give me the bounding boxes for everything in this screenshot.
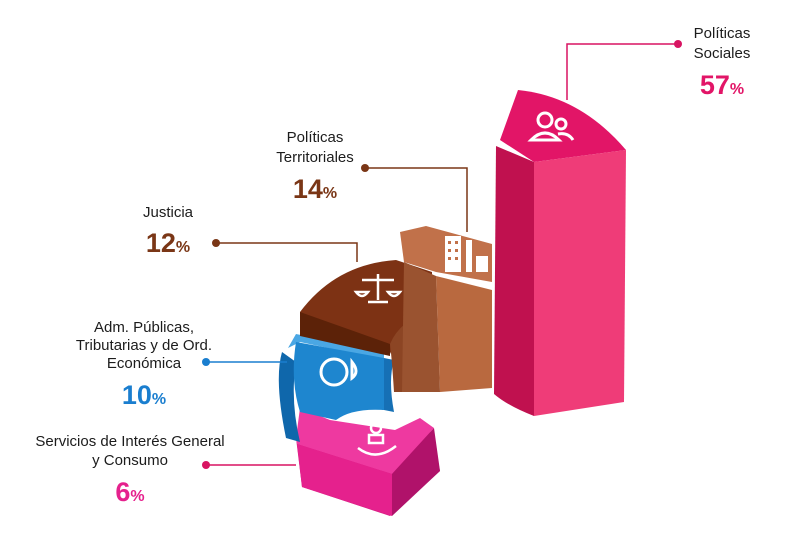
pct-sociales-symbol: % <box>730 81 744 98</box>
leader-dot-territoriales <box>361 164 369 172</box>
segment-sociales-side <box>494 146 534 416</box>
people-icon-body-front <box>527 131 563 142</box>
leader-line-territoriales <box>365 167 468 232</box>
segment-territoriales-face <box>436 276 492 392</box>
pie-icon-ring <box>319 357 349 387</box>
pct-adm-number: 10 <box>122 380 152 410</box>
label-adm-line3: Económica <box>107 355 182 372</box>
label-sociales-line1: Políticas <box>694 25 751 42</box>
segment-servicios-face <box>297 444 392 516</box>
pct-sociales: 57% <box>700 70 744 100</box>
window-6 <box>455 257 458 260</box>
leader-dot-servicios <box>202 461 210 469</box>
segment-territoriales-side <box>402 262 440 392</box>
leader-line-sociales <box>566 43 678 100</box>
leader-dot-adm <box>202 358 210 366</box>
segment-adm-top <box>288 334 384 360</box>
window-3 <box>448 249 451 252</box>
pct-justicia-number: 12 <box>146 228 176 258</box>
scales-icon-pan-left <box>353 290 371 298</box>
segment-servicios-side <box>392 428 440 516</box>
pct-servicios-symbol: % <box>130 488 144 505</box>
pct-adm-symbol: % <box>152 391 166 408</box>
window-4 <box>455 249 458 252</box>
city-buildings-icon-tower <box>445 236 461 272</box>
pct-territoriales-number: 14 <box>293 174 323 204</box>
pie-chart-icon <box>319 357 358 387</box>
pct-sociales-number: 57 <box>700 70 730 100</box>
scales-icon-pan-right <box>385 290 403 298</box>
window-2 <box>455 241 458 244</box>
pie-icon-wedge <box>350 357 358 382</box>
leader-dot-justicia <box>212 239 220 247</box>
people-icon-body-back <box>557 132 575 141</box>
pct-justicia-symbol: % <box>176 239 190 256</box>
pct-servicios: 6% <box>115 477 144 507</box>
segment-adm-face <box>293 342 384 420</box>
label-adm-line1: Adm. Públicas, <box>94 319 194 336</box>
scales-of-justice-icon <box>353 274 403 304</box>
pct-adm: 10% <box>122 380 166 410</box>
label-adm-line2: Tributarias y de Ord. <box>76 337 212 354</box>
leader-line-justicia <box>216 242 358 262</box>
leader-dot-sociales <box>674 40 682 48</box>
segment-sociales-top <box>500 90 626 162</box>
pct-territoriales: 14% <box>293 174 337 204</box>
segment-servicios <box>296 408 440 516</box>
label-justicia-line1: Justicia <box>143 204 194 221</box>
segment-adm <box>278 334 394 442</box>
window-1 <box>448 241 451 244</box>
segment-servicios-top <box>296 408 434 474</box>
hand-icon-palm <box>357 445 397 456</box>
segment-sociales <box>494 90 626 416</box>
pct-servicios-number: 6 <box>115 477 130 507</box>
hand-icon-person-head <box>369 421 383 435</box>
hand-icon-person-body <box>367 433 385 445</box>
pct-territoriales-symbol: % <box>323 185 337 202</box>
people-icon-head-front <box>536 111 554 129</box>
label-territoriales-line2: Territoriales <box>276 149 354 166</box>
city-buildings-icon <box>445 236 488 272</box>
hand-with-person-icon <box>357 421 397 456</box>
pct-justicia: 12% <box>146 228 190 258</box>
people-icon <box>527 111 575 142</box>
people-icon-head-back <box>554 117 568 131</box>
label-sociales-line2: Sociales <box>694 45 751 62</box>
segment-adm-outer <box>278 352 300 442</box>
label-servicios-line2: y Consumo <box>92 452 168 469</box>
segment-adm-inner <box>384 358 394 412</box>
city-buildings-icon-house <box>476 256 488 272</box>
label-territoriales-line1: Políticas <box>287 129 344 146</box>
window-5 <box>448 257 451 260</box>
city-buildings-icon-tree <box>466 240 472 272</box>
segment-justicia-rim <box>300 312 390 356</box>
city-buildings-windows <box>448 241 458 260</box>
segment-sociales-face <box>534 150 626 416</box>
label-servicios-line1: Servicios de Interés General <box>35 433 224 450</box>
